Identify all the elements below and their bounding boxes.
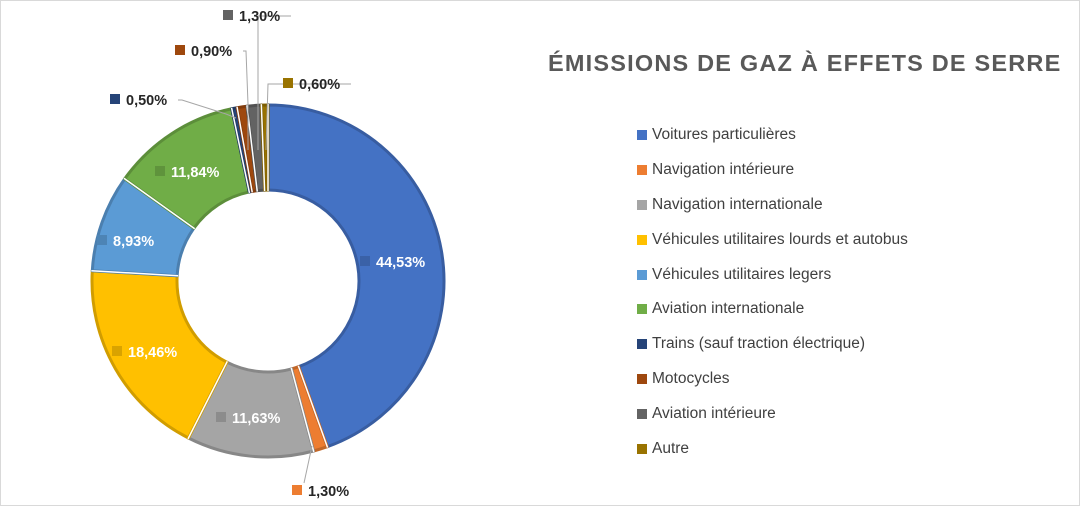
legend-item: Autre: [637, 431, 908, 466]
leader-line: [178, 99, 237, 119]
legend-swatch: [637, 269, 647, 280]
slice-separator: [236, 106, 253, 193]
data-label-marker: [223, 10, 233, 20]
slice-separator: [297, 365, 329, 448]
chart-legend: Voitures particulières Navigation intérie…: [637, 118, 908, 466]
legend-item: Aviation intérieure: [637, 396, 908, 431]
legend-label: Navigation internationale: [652, 195, 823, 213]
legend-swatch: [637, 373, 647, 384]
legend-item: Motocycles: [637, 362, 908, 397]
data-label: 0,90%: [191, 44, 232, 60]
data-label-marker: [360, 256, 370, 266]
legend-swatch: [637, 165, 647, 176]
data-label: 1,30%: [239, 9, 280, 25]
data-label: 0,50%: [126, 93, 167, 109]
slice-separator: [123, 177, 196, 230]
data-label-marker: [155, 166, 165, 176]
donut-slice: [90, 269, 229, 440]
legend-item: Aviation internationale: [637, 292, 908, 327]
data-label-marker: [110, 94, 120, 104]
slice-separator: [260, 104, 266, 192]
legend-item: Véhicules utilitaires legers: [637, 257, 908, 292]
legend-swatch: [637, 304, 647, 315]
leader-line: [257, 15, 291, 150]
data-label: 18,46%: [128, 345, 177, 361]
legend-swatch: [637, 130, 647, 141]
donut-slice: [266, 103, 446, 449]
legend-item: Véhicules utilitaires lourds et autobus: [637, 222, 908, 257]
data-label: 1,30%: [308, 484, 349, 500]
data-label-marker: [283, 78, 293, 88]
leader-line: [265, 83, 351, 151]
slice-separator: [246, 105, 259, 192]
data-label: 44,53%: [376, 255, 425, 271]
slice-separator: [187, 360, 228, 440]
legend-label: Navigation intérieure: [652, 161, 795, 179]
data-label-marker: [97, 235, 107, 245]
data-label-marker: [216, 412, 226, 422]
chart-title: ÉMISSIONS DE GAZ À EFFETS DE SERRE: [548, 50, 1062, 76]
data-label: 11,63%: [232, 411, 280, 427]
slice-separator: [91, 269, 179, 277]
legend-label: Autre: [652, 439, 690, 457]
leader-line: [243, 50, 249, 150]
legend-item: Navigation intérieure: [637, 153, 908, 188]
legend-swatch: [637, 199, 647, 210]
leader-line: [303, 445, 313, 484]
legend-label: Aviation intérieure: [652, 404, 776, 422]
legend-swatch: [637, 339, 647, 350]
data-label: 8,93%: [113, 234, 154, 250]
legend-item: Navigation internationale: [637, 188, 908, 223]
data-label-marker: [175, 45, 185, 55]
slice-separator: [290, 367, 315, 453]
data-label: 0,60%: [299, 77, 340, 93]
legend-label: Motocycles: [652, 369, 730, 387]
legend-label: Véhicules utilitaires lourds et autobus: [652, 230, 908, 248]
legend-swatch: [637, 408, 647, 419]
legend-item: Trains (sauf traction électrique): [637, 327, 908, 362]
legend-swatch: [637, 443, 647, 454]
legend-label: Véhicules utilitaires legers: [652, 265, 832, 283]
data-label-marker: [292, 485, 302, 495]
legend-label: Trains (sauf traction électrique): [652, 335, 866, 353]
legend-item: Voitures particulières: [637, 118, 908, 153]
legend-label: Voitures particulières: [652, 126, 796, 144]
legend-label: Aviation internationale: [652, 300, 805, 318]
data-label-marker: [112, 346, 122, 356]
legend-swatch: [637, 234, 647, 245]
slice-separator: [230, 107, 251, 194]
data-label: 11,84%: [171, 165, 219, 181]
